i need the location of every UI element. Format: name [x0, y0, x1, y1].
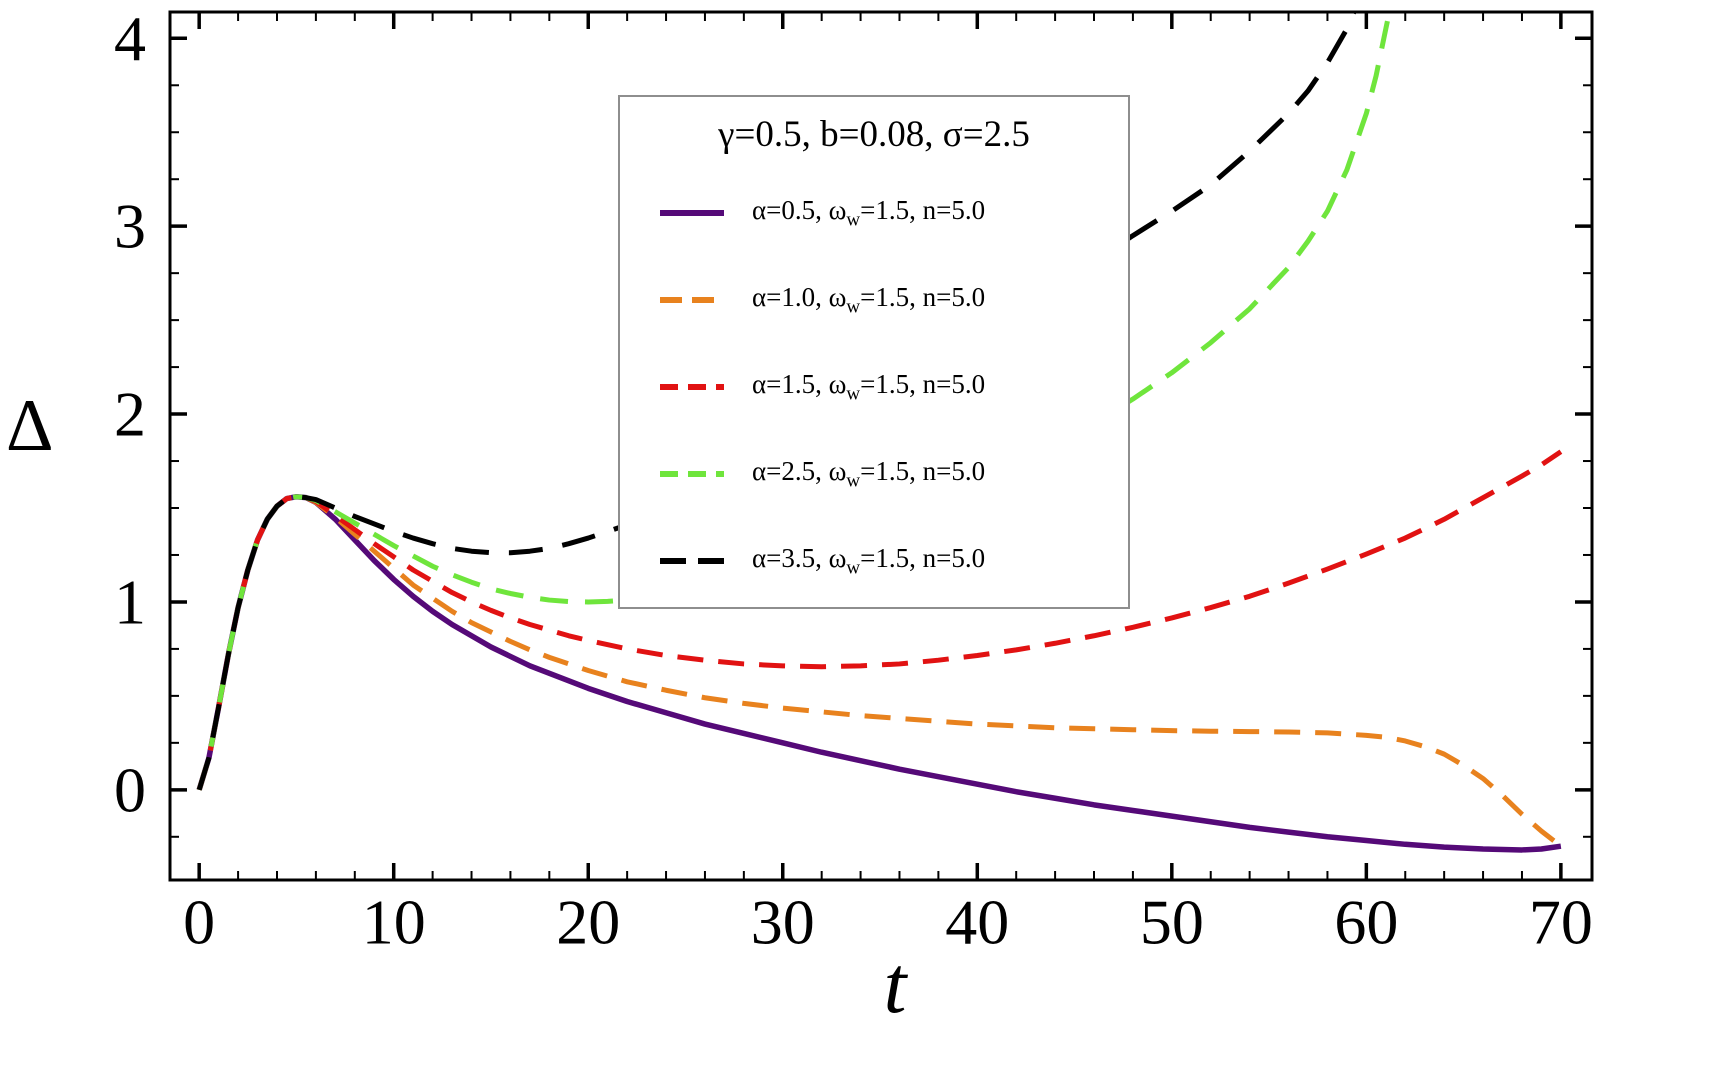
legend-line-swatch-alpha-1p0 — [660, 297, 724, 303]
y-axis-label: Δ — [6, 385, 54, 467]
series-line-alpha-2p5 — [196, 12, 1392, 791]
legend-item-alpha-1p5: α=1.5, ωw=1.5, n=5.0 — [660, 368, 1128, 405]
legend-label-alpha-1p5: α=1.5, ωw=1.5, n=5.0 — [752, 368, 986, 405]
x-tick-label: 10 — [362, 887, 426, 958]
series-line-alpha-3p5 — [196, 12, 1357, 791]
x-axis-label: t — [883, 939, 907, 1030]
legend-item-alpha-3p5: α=3.5, ωw=1.5, n=5.0 — [660, 542, 1128, 579]
legend-label-alpha-3p5: α=3.5, ωw=1.5, n=5.0 — [752, 542, 986, 579]
legend-line-swatch-alpha-3p5 — [660, 558, 724, 564]
legend-line-swatch-alpha-2p5 — [660, 471, 724, 477]
legend-line-swatch-alpha-1p5 — [660, 384, 724, 390]
x-tick-label: 70 — [1529, 887, 1593, 958]
legend-label-alpha-2p5: α=2.5, ωw=1.5, n=5.0 — [752, 455, 986, 492]
legend-rows: α=0.5, ωw=1.5, n=5.0 α=1.0, ωw=1.5, n=5.0… — [620, 194, 1128, 579]
y-tick-label: 0 — [114, 754, 146, 825]
x-tick-label: 0 — [183, 887, 215, 958]
x-tick-label: 30 — [751, 887, 815, 958]
legend-line-swatch-alpha-0p5 — [660, 210, 724, 216]
series-line-alpha-1p5 — [196, 449, 1563, 791]
y-tick-label: 4 — [114, 3, 146, 74]
x-tick-label: 50 — [1140, 887, 1204, 958]
x-tick-label: 20 — [556, 887, 620, 958]
y-tick-label: 3 — [114, 191, 146, 262]
legend-item-alpha-2p5: α=2.5, ωw=1.5, n=5.0 — [660, 455, 1128, 492]
y-tick-label: 2 — [114, 379, 146, 450]
legend-label-alpha-1p0: α=1.0, ωw=1.5, n=5.0 — [752, 281, 986, 318]
legend-item-alpha-1p0: α=1.0, ωw=1.5, n=5.0 — [660, 281, 1128, 318]
legend: γ=0.5, b=0.08, σ=2.5 α=0.5, ωw=1.5, n=5.… — [618, 95, 1130, 609]
legend-item-alpha-0p5: α=0.5, ωw=1.5, n=5.0 — [660, 194, 1128, 231]
legend-label-alpha-0p5: α=0.5, ωw=1.5, n=5.0 — [752, 194, 986, 231]
x-tick-label: 60 — [1334, 887, 1398, 958]
x-tick-label: 40 — [945, 887, 1009, 958]
plot-frame — [168, 10, 1594, 882]
legend-title: γ=0.5, b=0.08, σ=2.5 — [718, 114, 1030, 155]
y-tick-label: 1 — [114, 566, 146, 637]
